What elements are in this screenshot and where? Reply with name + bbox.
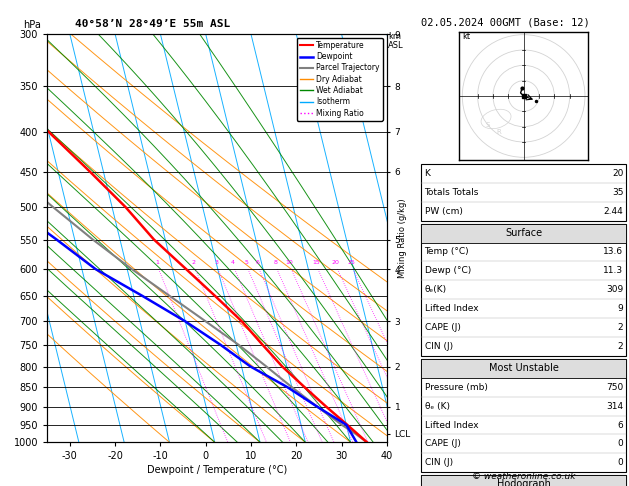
Text: kt: kt xyxy=(462,32,470,41)
Text: CIN (J): CIN (J) xyxy=(425,458,453,468)
Text: © weatheronline.co.uk: © weatheronline.co.uk xyxy=(472,472,576,481)
Text: 750: 750 xyxy=(606,382,623,392)
Text: km
ASL: km ASL xyxy=(388,32,404,50)
Text: 309: 309 xyxy=(606,285,623,295)
Text: CAPE (J): CAPE (J) xyxy=(425,323,460,332)
Text: hPa: hPa xyxy=(23,20,42,30)
Text: 314: 314 xyxy=(606,401,623,411)
Text: Dewp (°C): Dewp (°C) xyxy=(425,266,471,276)
X-axis label: Dewpoint / Temperature (°C): Dewpoint / Temperature (°C) xyxy=(147,466,287,475)
Text: Most Unstable: Most Unstable xyxy=(489,363,559,373)
Text: 5: 5 xyxy=(244,260,248,265)
Text: 4: 4 xyxy=(231,260,235,265)
Text: 35: 35 xyxy=(612,188,623,197)
Text: 1: 1 xyxy=(155,260,159,265)
Text: 3: 3 xyxy=(214,260,218,265)
Text: 25: 25 xyxy=(347,260,355,265)
Text: K: K xyxy=(425,169,430,178)
Text: Hodograph: Hodograph xyxy=(497,479,550,486)
Text: CAPE (J): CAPE (J) xyxy=(425,439,460,449)
Text: 6: 6 xyxy=(255,260,259,265)
Text: 0: 0 xyxy=(618,439,623,449)
Text: 0: 0 xyxy=(618,458,623,468)
Text: 8: 8 xyxy=(274,260,277,265)
Text: θₑ (K): θₑ (K) xyxy=(425,401,450,411)
Text: Totals Totals: Totals Totals xyxy=(425,188,479,197)
Text: 13.6: 13.6 xyxy=(603,247,623,257)
Text: 2.44: 2.44 xyxy=(604,207,623,216)
Text: 2: 2 xyxy=(618,342,623,351)
Text: 40°58’N 28°49’E 55m ASL: 40°58’N 28°49’E 55m ASL xyxy=(75,19,231,30)
Text: 2: 2 xyxy=(192,260,196,265)
Text: CIN (J): CIN (J) xyxy=(425,342,453,351)
Text: Surface: Surface xyxy=(505,228,542,238)
Text: S: S xyxy=(486,122,490,128)
Text: 02.05.2024 00GMT (Base: 12): 02.05.2024 00GMT (Base: 12) xyxy=(421,17,590,27)
Text: PW (cm): PW (cm) xyxy=(425,207,462,216)
Text: 10: 10 xyxy=(286,260,293,265)
Text: Mixing Ratio (g/kg): Mixing Ratio (g/kg) xyxy=(398,198,407,278)
Text: 15: 15 xyxy=(312,260,320,265)
Text: θₑ(K): θₑ(K) xyxy=(425,285,447,295)
Text: 2: 2 xyxy=(618,323,623,332)
Text: 20: 20 xyxy=(331,260,340,265)
Text: R: R xyxy=(496,129,501,135)
Text: Lifted Index: Lifted Index xyxy=(425,304,478,313)
Text: Temp (°C): Temp (°C) xyxy=(425,247,469,257)
Text: Pressure (mb): Pressure (mb) xyxy=(425,382,487,392)
Text: 6: 6 xyxy=(618,420,623,430)
Text: Lifted Index: Lifted Index xyxy=(425,420,478,430)
Text: 20: 20 xyxy=(612,169,623,178)
Text: 9: 9 xyxy=(618,304,623,313)
Text: 11.3: 11.3 xyxy=(603,266,623,276)
Legend: Temperature, Dewpoint, Parcel Trajectory, Dry Adiabat, Wet Adiabat, Isotherm, Mi: Temperature, Dewpoint, Parcel Trajectory… xyxy=(297,38,383,121)
